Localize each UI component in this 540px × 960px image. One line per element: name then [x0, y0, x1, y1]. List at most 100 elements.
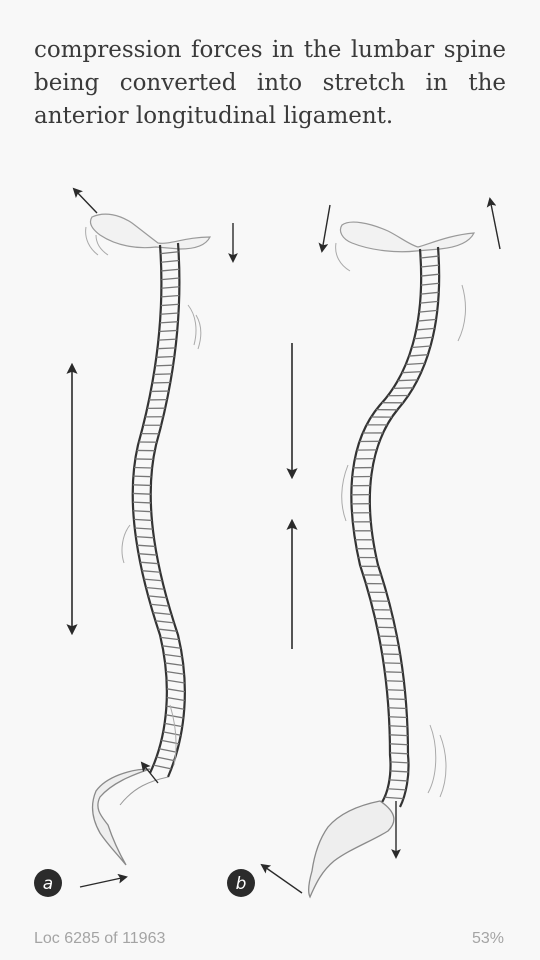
vertebra-tick-a [161, 268, 180, 272]
vertebra-tick-b [419, 300, 439, 304]
vertebra-tick-a [161, 277, 180, 281]
vertebra-tick-b [419, 309, 438, 313]
vertebra-tick-b [416, 327, 435, 331]
vertebra-tick-a [157, 347, 176, 350]
vertebra-tick-a [143, 578, 163, 582]
vertebra-tick-a [133, 475, 152, 478]
vertebra-tick-b [389, 734, 408, 737]
vertebra-tick-a [164, 662, 184, 667]
vertebra-tick-a [164, 722, 183, 728]
vertebra-tick-a [153, 373, 172, 376]
progress-percent: 53% [471, 930, 504, 947]
vertebra-tick-a [156, 355, 175, 358]
vertebra-tick-b [420, 282, 440, 286]
vertebra-tick-a [138, 553, 157, 556]
vertebra-tick-b [389, 752, 409, 755]
skull-base-a [89, 213, 211, 250]
vertebra-tick-b [393, 387, 414, 390]
vertebra-tick-a [159, 748, 177, 753]
vertebra-tick-a [160, 312, 179, 315]
sacrum-a [91, 768, 151, 866]
spine-figure-svg: a b [34, 187, 501, 899]
paragraph-line-2: being converted into stretch in the [34, 70, 506, 96]
vertebra-tick-a [152, 611, 172, 616]
panel-label-b: b [227, 869, 255, 897]
spine-illustration: a b [0, 165, 540, 915]
vertebra-tick-a [160, 636, 180, 641]
vertebra-tick-b [421, 273, 440, 277]
paragraph-line-3: anterior longitudinal ligament. [34, 103, 394, 129]
vertebra-tick-a [166, 688, 185, 693]
book-paragraph: compression forces in the lumbar spine b… [34, 34, 506, 133]
vertebra-tick-a [160, 259, 180, 263]
vertebra-tick-b [420, 291, 439, 295]
vertebra-tick-a [156, 756, 175, 762]
vertebra-tick-a [133, 510, 152, 513]
sacrum-b [308, 800, 395, 899]
vertebra-tick-a [163, 731, 181, 736]
vertebra-tick-a [166, 705, 185, 710]
vertebra-tick-a [133, 518, 152, 522]
arrow-b-top-left [318, 204, 331, 253]
vertebra-tick-b [388, 707, 407, 710]
panel-label-a-text: a [43, 874, 53, 894]
vertebra-tick-b [390, 761, 409, 764]
vertebra-tick-a [155, 620, 175, 624]
vertebra-tick-b [405, 362, 425, 366]
vertebra-tick-a [132, 484, 151, 487]
vertebra-tick-b [387, 698, 406, 701]
vertebra-tick-a [166, 696, 185, 702]
skull-base-b [339, 221, 476, 253]
arrow-a-top-left [72, 187, 98, 214]
vertebra-tick-b [414, 336, 433, 340]
vertebra-tick-a [161, 294, 180, 298]
vertebra-tick-b [384, 796, 404, 800]
vertebra-tick-b [386, 689, 405, 692]
spine-b [260, 197, 501, 899]
vertebra-tick-b [389, 725, 408, 728]
vertebra-tick-a [166, 679, 185, 684]
vertebra-tick-a [162, 645, 181, 649]
vertebra-tick-b [389, 743, 408, 746]
vertebra-tick-b [417, 318, 437, 322]
arrow-b-top-right [486, 197, 501, 250]
vertebra-tick-b [420, 264, 440, 268]
vertebra-tick-a [132, 492, 151, 495]
vertebra-tick-a [134, 527, 153, 530]
vertebra-tick-a [135, 535, 154, 539]
location-indicator[interactable]: Loc 6285 of 11963 [34, 930, 166, 947]
vertebra-tick-a [165, 714, 184, 719]
vertebra-tick-b [387, 788, 406, 791]
vertebra-tick-b [401, 371, 422, 374]
vertebra-tick-a [160, 251, 179, 255]
vertebra-tick-a [157, 628, 177, 632]
vertebra-tick-b [385, 680, 404, 683]
vertebra-tick-a [159, 321, 179, 324]
vertebra-tick-a [136, 544, 156, 548]
reader-footer: Loc 6285 of 11963 53% [34, 930, 504, 952]
arrow-a-sacrum [140, 761, 159, 784]
vertebra-tick-b [390, 770, 409, 773]
arrow-b-bottom [260, 863, 303, 894]
vertebra-tick-b [397, 379, 418, 382]
vertebra-tick-a [158, 338, 177, 341]
vertebra-tick-a [140, 561, 159, 565]
vertebra-tick-b [382, 653, 401, 656]
vertebra-tick-a [161, 286, 180, 289]
vertebra-tick-a [163, 653, 183, 658]
vertebra-tick-b [384, 671, 403, 674]
vertebra-tick-b [388, 716, 408, 719]
vertebra-tick-a [141, 570, 161, 573]
vertebra-tick-a [153, 764, 172, 770]
vertebra-tick-b [420, 255, 439, 259]
motion-lines-a-top [85, 226, 109, 256]
vertebra-tick-a [159, 329, 178, 333]
vertebra-tick-b [389, 779, 408, 782]
vertebra-tick-a [145, 586, 165, 590]
panel-label-b-text: b [236, 874, 247, 894]
vertebra-tick-a [150, 603, 170, 607]
vertebra-tick-a [132, 501, 151, 504]
vertebra-tick-a [155, 364, 174, 367]
vertebra-tick-a [148, 595, 167, 599]
